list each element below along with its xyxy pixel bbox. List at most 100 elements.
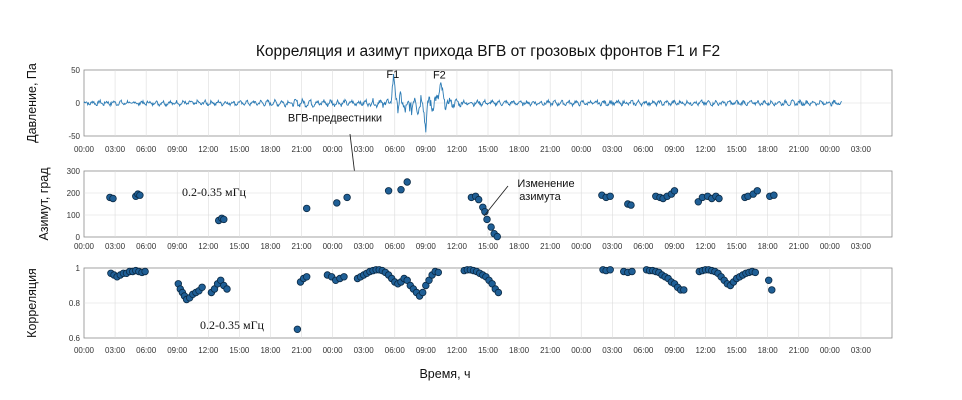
data-point bbox=[483, 215, 491, 224]
data-point bbox=[384, 187, 393, 195]
y-tick-label: 100 bbox=[67, 211, 81, 220]
x-tick-label: 15:00 bbox=[727, 346, 748, 355]
y-axis-label-pressure: Давление, Па bbox=[25, 63, 39, 143]
data-point bbox=[434, 268, 442, 277]
x-tick-label: 21:00 bbox=[789, 145, 810, 154]
x-tick-label: 12:00 bbox=[198, 145, 219, 154]
x-tick-label: 18:00 bbox=[509, 346, 530, 355]
x-tick-label: 00:00 bbox=[571, 242, 592, 251]
x-tick-label: 12:00 bbox=[696, 346, 717, 355]
panel-azimuth: 00:00 03:00 06:00 09:00 12:00 15:00 18:00 21:00… bbox=[37, 167, 893, 251]
x-tick-label: 03:00 bbox=[354, 145, 375, 154]
x-tick-label: 21:00 bbox=[292, 242, 313, 251]
data-point bbox=[419, 288, 427, 297]
x-tick-label: 12:00 bbox=[198, 346, 219, 355]
x-tick-label: 21:00 bbox=[292, 346, 313, 355]
x-tick-label: 15:00 bbox=[727, 242, 748, 251]
annotation-precursors: ВГВ-предвестники bbox=[288, 112, 382, 124]
pressure-series-line bbox=[83, 73, 842, 133]
x-tick-label: 00:00 bbox=[74, 145, 95, 154]
x-tick-label: 15:00 bbox=[478, 346, 499, 355]
x-tick-label: 18:00 bbox=[758, 242, 779, 251]
x-tick-label: 09:00 bbox=[167, 242, 188, 251]
x-tick-label: 09:00 bbox=[416, 346, 437, 355]
panel-correlation: 00:00 03:00 06:00 09:00 12:00 15:00 18:00 21:00… bbox=[25, 264, 893, 355]
x-tick-label: 03:00 bbox=[105, 242, 126, 251]
x-tick-label: 12:00 bbox=[447, 242, 468, 251]
data-point bbox=[627, 201, 635, 209]
x-tick-label: 03:00 bbox=[105, 145, 126, 154]
x-tick-label: 15:00 bbox=[229, 242, 250, 251]
x-tick-label: 09:00 bbox=[416, 145, 437, 154]
x-tick-label: 06:00 bbox=[385, 242, 406, 251]
annotation-arrow-azimuth bbox=[483, 185, 509, 217]
x-tick-label: 18:00 bbox=[260, 145, 281, 154]
chart-title: Корреляция и азимут прихода ВГВ от грозо… bbox=[256, 43, 720, 60]
panels-layer: 00:00 03:00 06:00 09:00 12:00 15:00 18:00 21:00… bbox=[25, 63, 893, 355]
data-point bbox=[670, 187, 679, 195]
x-tick-label: 15:00 bbox=[478, 242, 499, 251]
x-tick-label: 18:00 bbox=[509, 242, 530, 251]
data-point bbox=[715, 194, 723, 203]
x-tick-label: 21:00 bbox=[540, 346, 561, 355]
x-tick-label: 00:00 bbox=[571, 145, 592, 154]
x-tick-label: 21:00 bbox=[789, 242, 810, 251]
data-point bbox=[628, 267, 636, 276]
data-point bbox=[680, 286, 688, 294]
data-point bbox=[493, 232, 501, 241]
y-tick-label: 0.8 bbox=[69, 299, 81, 308]
x-tick-label: 03:00 bbox=[851, 145, 872, 154]
x-tick-label: 00:00 bbox=[571, 346, 592, 355]
x-tick-label: 06:00 bbox=[385, 145, 406, 154]
x-tick-label: 21:00 bbox=[540, 242, 561, 251]
data-point bbox=[768, 286, 776, 294]
x-tick-label: 00:00 bbox=[323, 346, 344, 355]
x-tick-label: 06:00 bbox=[136, 145, 157, 154]
y-tick-label: 0.6 bbox=[69, 334, 81, 343]
x-tick-label: 12:00 bbox=[198, 242, 219, 251]
y-tick-label: 300 bbox=[67, 167, 81, 176]
x-axis-label: Время, ч bbox=[419, 367, 470, 381]
data-point bbox=[397, 185, 405, 194]
data-point bbox=[340, 273, 348, 281]
x-tick-label: 03:00 bbox=[354, 242, 375, 251]
x-tick-label: 00:00 bbox=[323, 145, 344, 154]
x-tick-label: 03:00 bbox=[851, 346, 872, 355]
x-tick-label: 03:00 bbox=[602, 145, 623, 154]
data-point bbox=[343, 193, 351, 202]
x-tick-label: 21:00 bbox=[292, 145, 313, 154]
x-tick-label: 09:00 bbox=[167, 145, 188, 154]
x-tick-label: 06:00 bbox=[136, 242, 157, 251]
data-point bbox=[606, 192, 614, 200]
x-tick-label: 18:00 bbox=[758, 346, 779, 355]
x-tick-label: 06:00 bbox=[385, 346, 406, 355]
x-tick-label: 18:00 bbox=[260, 346, 281, 355]
x-tick-label: 00:00 bbox=[820, 145, 841, 154]
band-label-correlation: 0.2-0.35 мГц bbox=[200, 318, 265, 332]
data-point bbox=[765, 276, 773, 284]
data-point bbox=[475, 195, 483, 204]
data-point bbox=[333, 199, 341, 207]
data-point bbox=[770, 191, 778, 199]
x-tick-label: 00:00 bbox=[74, 242, 95, 251]
data-point bbox=[223, 285, 231, 293]
x-tick-label: 12:00 bbox=[696, 145, 717, 154]
y-tick-label: 200 bbox=[67, 189, 81, 198]
data-point bbox=[293, 325, 302, 333]
y-tick-label: 50 bbox=[71, 66, 80, 75]
data-point bbox=[303, 204, 311, 213]
data-point bbox=[751, 268, 759, 277]
x-tick-label: 03:00 bbox=[851, 242, 872, 251]
x-tick-label: 12:00 bbox=[447, 346, 468, 355]
x-tick-label: 03:00 bbox=[602, 346, 623, 355]
x-tick-label: 00:00 bbox=[820, 242, 841, 251]
event-label-f1: F1 bbox=[386, 69, 399, 81]
data-point bbox=[403, 178, 411, 186]
x-tick-label: 15:00 bbox=[229, 346, 250, 355]
panel-pressure: 00:00 03:00 06:00 09:00 12:00 15:00 18:00 21:00… bbox=[25, 63, 893, 154]
x-tick-label: 18:00 bbox=[758, 145, 779, 154]
event-label-f2: F2 bbox=[433, 70, 446, 82]
x-tick-label: 03:00 bbox=[602, 242, 623, 251]
data-point bbox=[753, 187, 761, 195]
